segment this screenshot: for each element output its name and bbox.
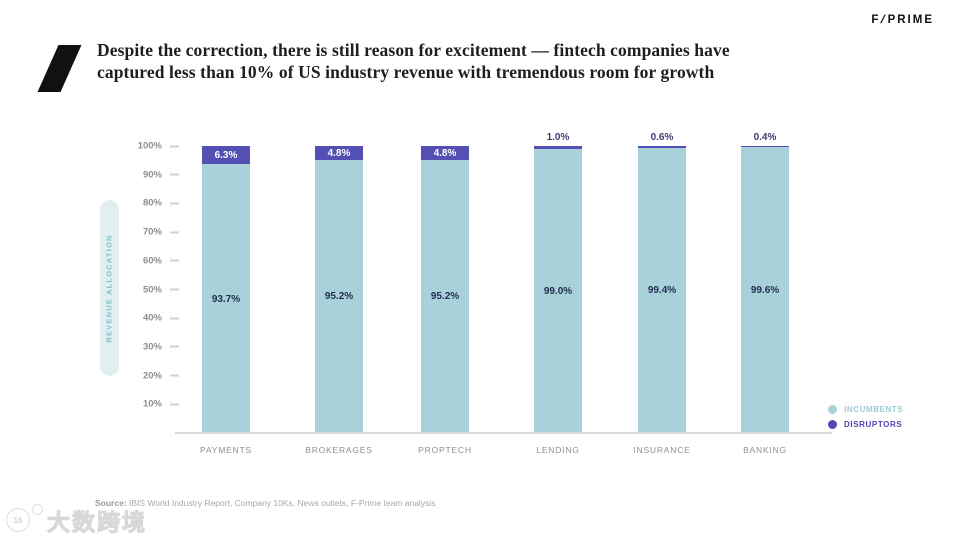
y-tick: 50%	[110, 284, 179, 295]
legend: INCUMBENTS DISRUPTORS	[828, 402, 903, 432]
legend-dot-icon	[828, 405, 837, 414]
y-tick-label: 10%	[142, 398, 162, 410]
disruptors-value-label: 0.6%	[650, 132, 674, 143]
disruptors-segment	[315, 146, 363, 160]
incumbents-value-label: 99.6%	[750, 285, 780, 297]
watermark: 16 大数跨境	[6, 503, 147, 537]
y-axis-title: REVENUE ALLOCATION	[105, 233, 114, 343]
y-tick-mark	[170, 231, 179, 234]
fprime-logo-f: F	[871, 14, 881, 26]
legend-item-disruptors[interactable]: DISRUPTORS	[828, 417, 903, 432]
slide-title-line1: Despite the correction, there is still r…	[97, 40, 730, 60]
bar-lending[interactable]: 99.0% 1.0%	[534, 132, 582, 433]
incumbents-segment	[315, 159, 363, 433]
slide-title-line2: captured less than 10% of US industry re…	[97, 61, 715, 82]
legend-item-incumbents[interactable]: INCUMBENTS	[828, 402, 903, 417]
x-label-proptech: PROPTECH	[418, 445, 472, 455]
y-tick: 10%	[110, 399, 179, 410]
y-tick-label: 20%	[142, 370, 162, 382]
y-tick-mark	[170, 173, 179, 176]
disruptors-value-label: 4.8%	[327, 147, 351, 159]
y-tick-mark	[170, 145, 179, 147]
source-label: Source:	[95, 498, 127, 508]
y-tick-mark	[170, 259, 179, 262]
x-label-payments: PAYMENTS	[200, 445, 252, 455]
y-tick: 20%	[110, 370, 179, 381]
legend-label: INCUMBENTS	[844, 405, 904, 414]
incumbents-value-label: 93.7%	[211, 293, 241, 305]
slide-accent-slash-icon	[37, 45, 82, 92]
y-tick-mark	[170, 374, 179, 377]
bar-payments[interactable]: 93.7% 6.3%	[202, 146, 250, 433]
source-note: Source: IBIS World Industry Report, Comp…	[95, 498, 435, 508]
bar-proptech[interactable]: 95.2% 4.8%	[421, 146, 469, 433]
incumbents-value-label: 99.0%	[543, 285, 573, 297]
y-tick-mark	[170, 345, 179, 348]
incumbents-segment	[638, 147, 686, 433]
x-label-brokerages: BROKERAGES	[305, 445, 373, 455]
y-tick-label: 60%	[142, 255, 162, 267]
incumbents-value-label: 95.2%	[430, 291, 460, 303]
y-tick: 80%	[110, 198, 179, 209]
y-tick-label: 40%	[142, 312, 162, 324]
incumbents-segment	[202, 164, 250, 433]
disruptors-value-label: 6.3%	[214, 150, 238, 162]
x-axis-line	[175, 432, 832, 434]
y-tick-mark	[170, 202, 179, 205]
disruptors-segment	[534, 146, 582, 149]
source-text: IBIS World Industry Report, Company 10Ks…	[126, 498, 436, 508]
disruptors-segment	[741, 145, 789, 148]
y-tick-label: 50%	[142, 284, 162, 295]
incumbents-value-label: 99.4%	[647, 285, 677, 297]
slide-title: Despite the correction, there is still r…	[97, 40, 877, 83]
y-tick-label: 80%	[142, 197, 162, 209]
y-tick-mark	[170, 288, 179, 291]
page-number: 16	[6, 508, 30, 532]
disruptors-segment	[638, 146, 686, 148]
disruptors-value-label: 1.0%	[546, 132, 570, 143]
incumbents-segment	[421, 159, 469, 433]
legend-dot-icon	[828, 420, 837, 429]
y-tick: 40%	[110, 313, 179, 324]
x-label-insurance: INSURANCE	[633, 445, 691, 455]
y-tick: 100%	[110, 141, 179, 152]
incumbents-segment	[534, 148, 582, 433]
disruptors-segment	[202, 146, 250, 165]
watermark-text: 大数跨境	[47, 509, 147, 536]
y-tick-label: 90%	[142, 169, 162, 181]
y-tick-label: 30%	[142, 341, 162, 353]
incumbents-segment	[741, 147, 789, 433]
incumbents-value-label: 95.2%	[324, 291, 354, 303]
watermark-logo-icon	[32, 504, 43, 515]
y-tick: 90%	[110, 169, 179, 180]
bar-banking[interactable]: 99.6% 0.4%	[741, 132, 789, 433]
bar-insurance[interactable]: 99.4% 0.6%	[638, 132, 686, 433]
bar-brokerages[interactable]: 95.2% 4.8%	[315, 146, 363, 433]
disruptors-segment	[421, 146, 469, 160]
fprime-logo-prime: PRIME	[887, 14, 934, 26]
y-tick-label: 100%	[137, 140, 162, 152]
disruptors-value-label: 4.8%	[433, 147, 457, 159]
x-label-banking: BANKING	[743, 445, 787, 455]
y-tick: 60%	[110, 255, 179, 266]
y-tick-mark	[170, 317, 179, 320]
legend-label: DISRUPTORS	[844, 420, 903, 429]
y-tick-mark	[170, 403, 179, 406]
disruptors-value-label: 0.4%	[753, 131, 777, 143]
x-label-lending: LENDING	[536, 445, 580, 455]
y-axis-title-pill: REVENUE ALLOCATION	[100, 200, 119, 376]
y-tick: 30%	[110, 341, 179, 352]
fprime-logo: F/PRIME	[871, 14, 934, 26]
plot-area: 93.7% 6.3% 95.2% 4.8% 95.2% 4.8% 99.0% 1.0% 99.4…	[175, 132, 832, 433]
y-tick-label: 70%	[142, 226, 162, 238]
y-tick: 70%	[110, 227, 179, 238]
